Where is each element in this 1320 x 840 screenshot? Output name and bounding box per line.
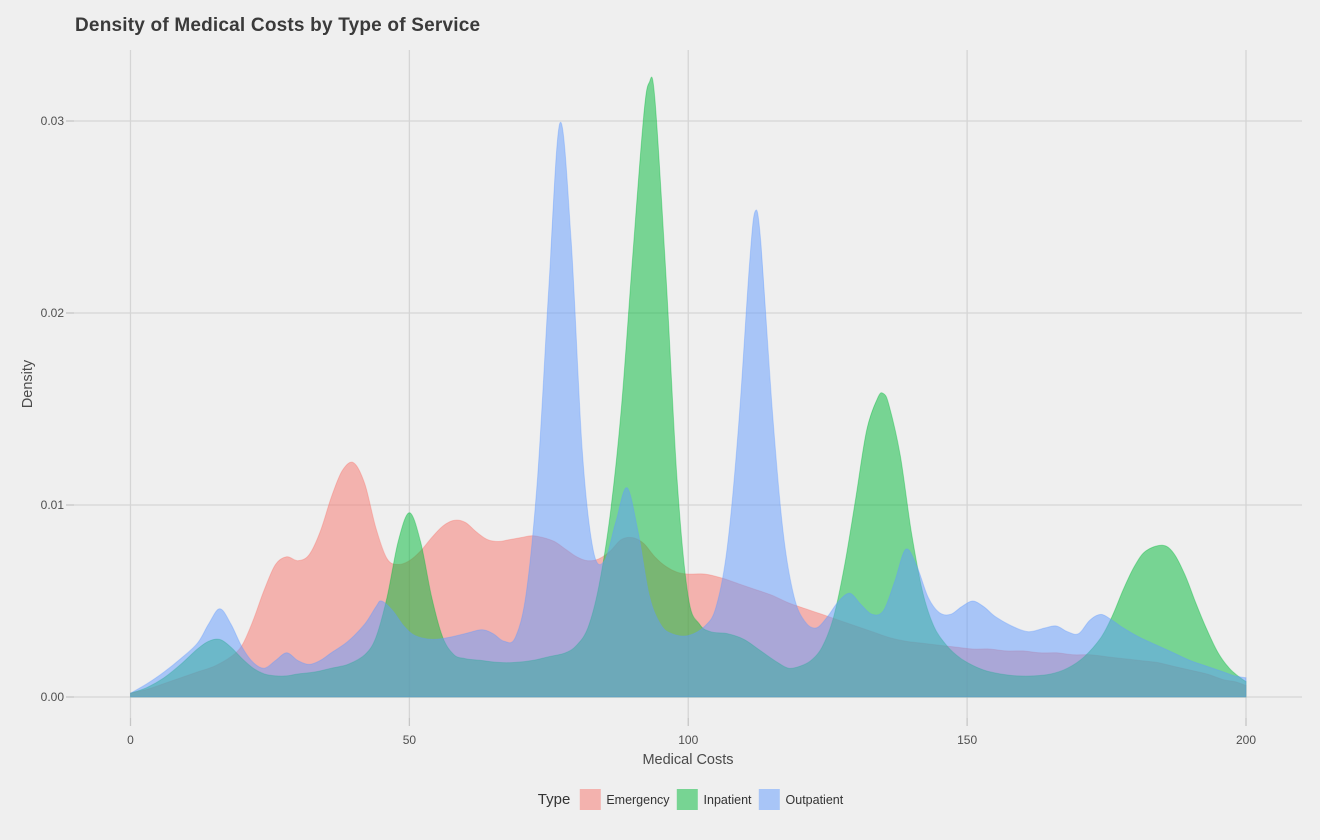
x-tick-label: 50 <box>402 733 417 747</box>
x-axis-label: Medical Costs <box>642 752 734 768</box>
legend-item-emergency: Emergency <box>579 789 670 810</box>
legend-label-inpatient: Inpatient <box>703 792 752 807</box>
legend-item-outpatient: Outpatient <box>758 789 844 810</box>
legend-swatch-emergency <box>579 789 601 810</box>
y-axis-label: Density <box>20 359 36 409</box>
x-tick-label: 200 <box>1235 733 1257 747</box>
legend-label-emergency: Emergency <box>606 792 670 807</box>
legend-swatch-inpatient <box>676 789 698 810</box>
y-tick-label: 0.01 <box>40 498 64 512</box>
legend-item-inpatient: Inpatient <box>676 789 752 810</box>
y-tick-label: 0.00 <box>40 690 64 704</box>
legend-swatch-outpatient <box>758 789 780 810</box>
density-area-outpatient <box>130 121 1247 698</box>
x-tick-label: 0 <box>127 733 134 747</box>
y-tick-label: 0.02 <box>40 306 64 320</box>
x-tick-label: 100 <box>678 733 699 747</box>
legend: Type Emergency Inpatient Outpatient <box>538 789 850 810</box>
legend-title: Type <box>537 791 571 808</box>
y-tick-label: 0.03 <box>40 114 64 128</box>
chart-title: Density of Medical Costs by Type of Serv… <box>75 15 481 36</box>
x-tick-label: 150 <box>957 733 978 747</box>
legend-label-outpatient: Outpatient <box>785 792 844 807</box>
